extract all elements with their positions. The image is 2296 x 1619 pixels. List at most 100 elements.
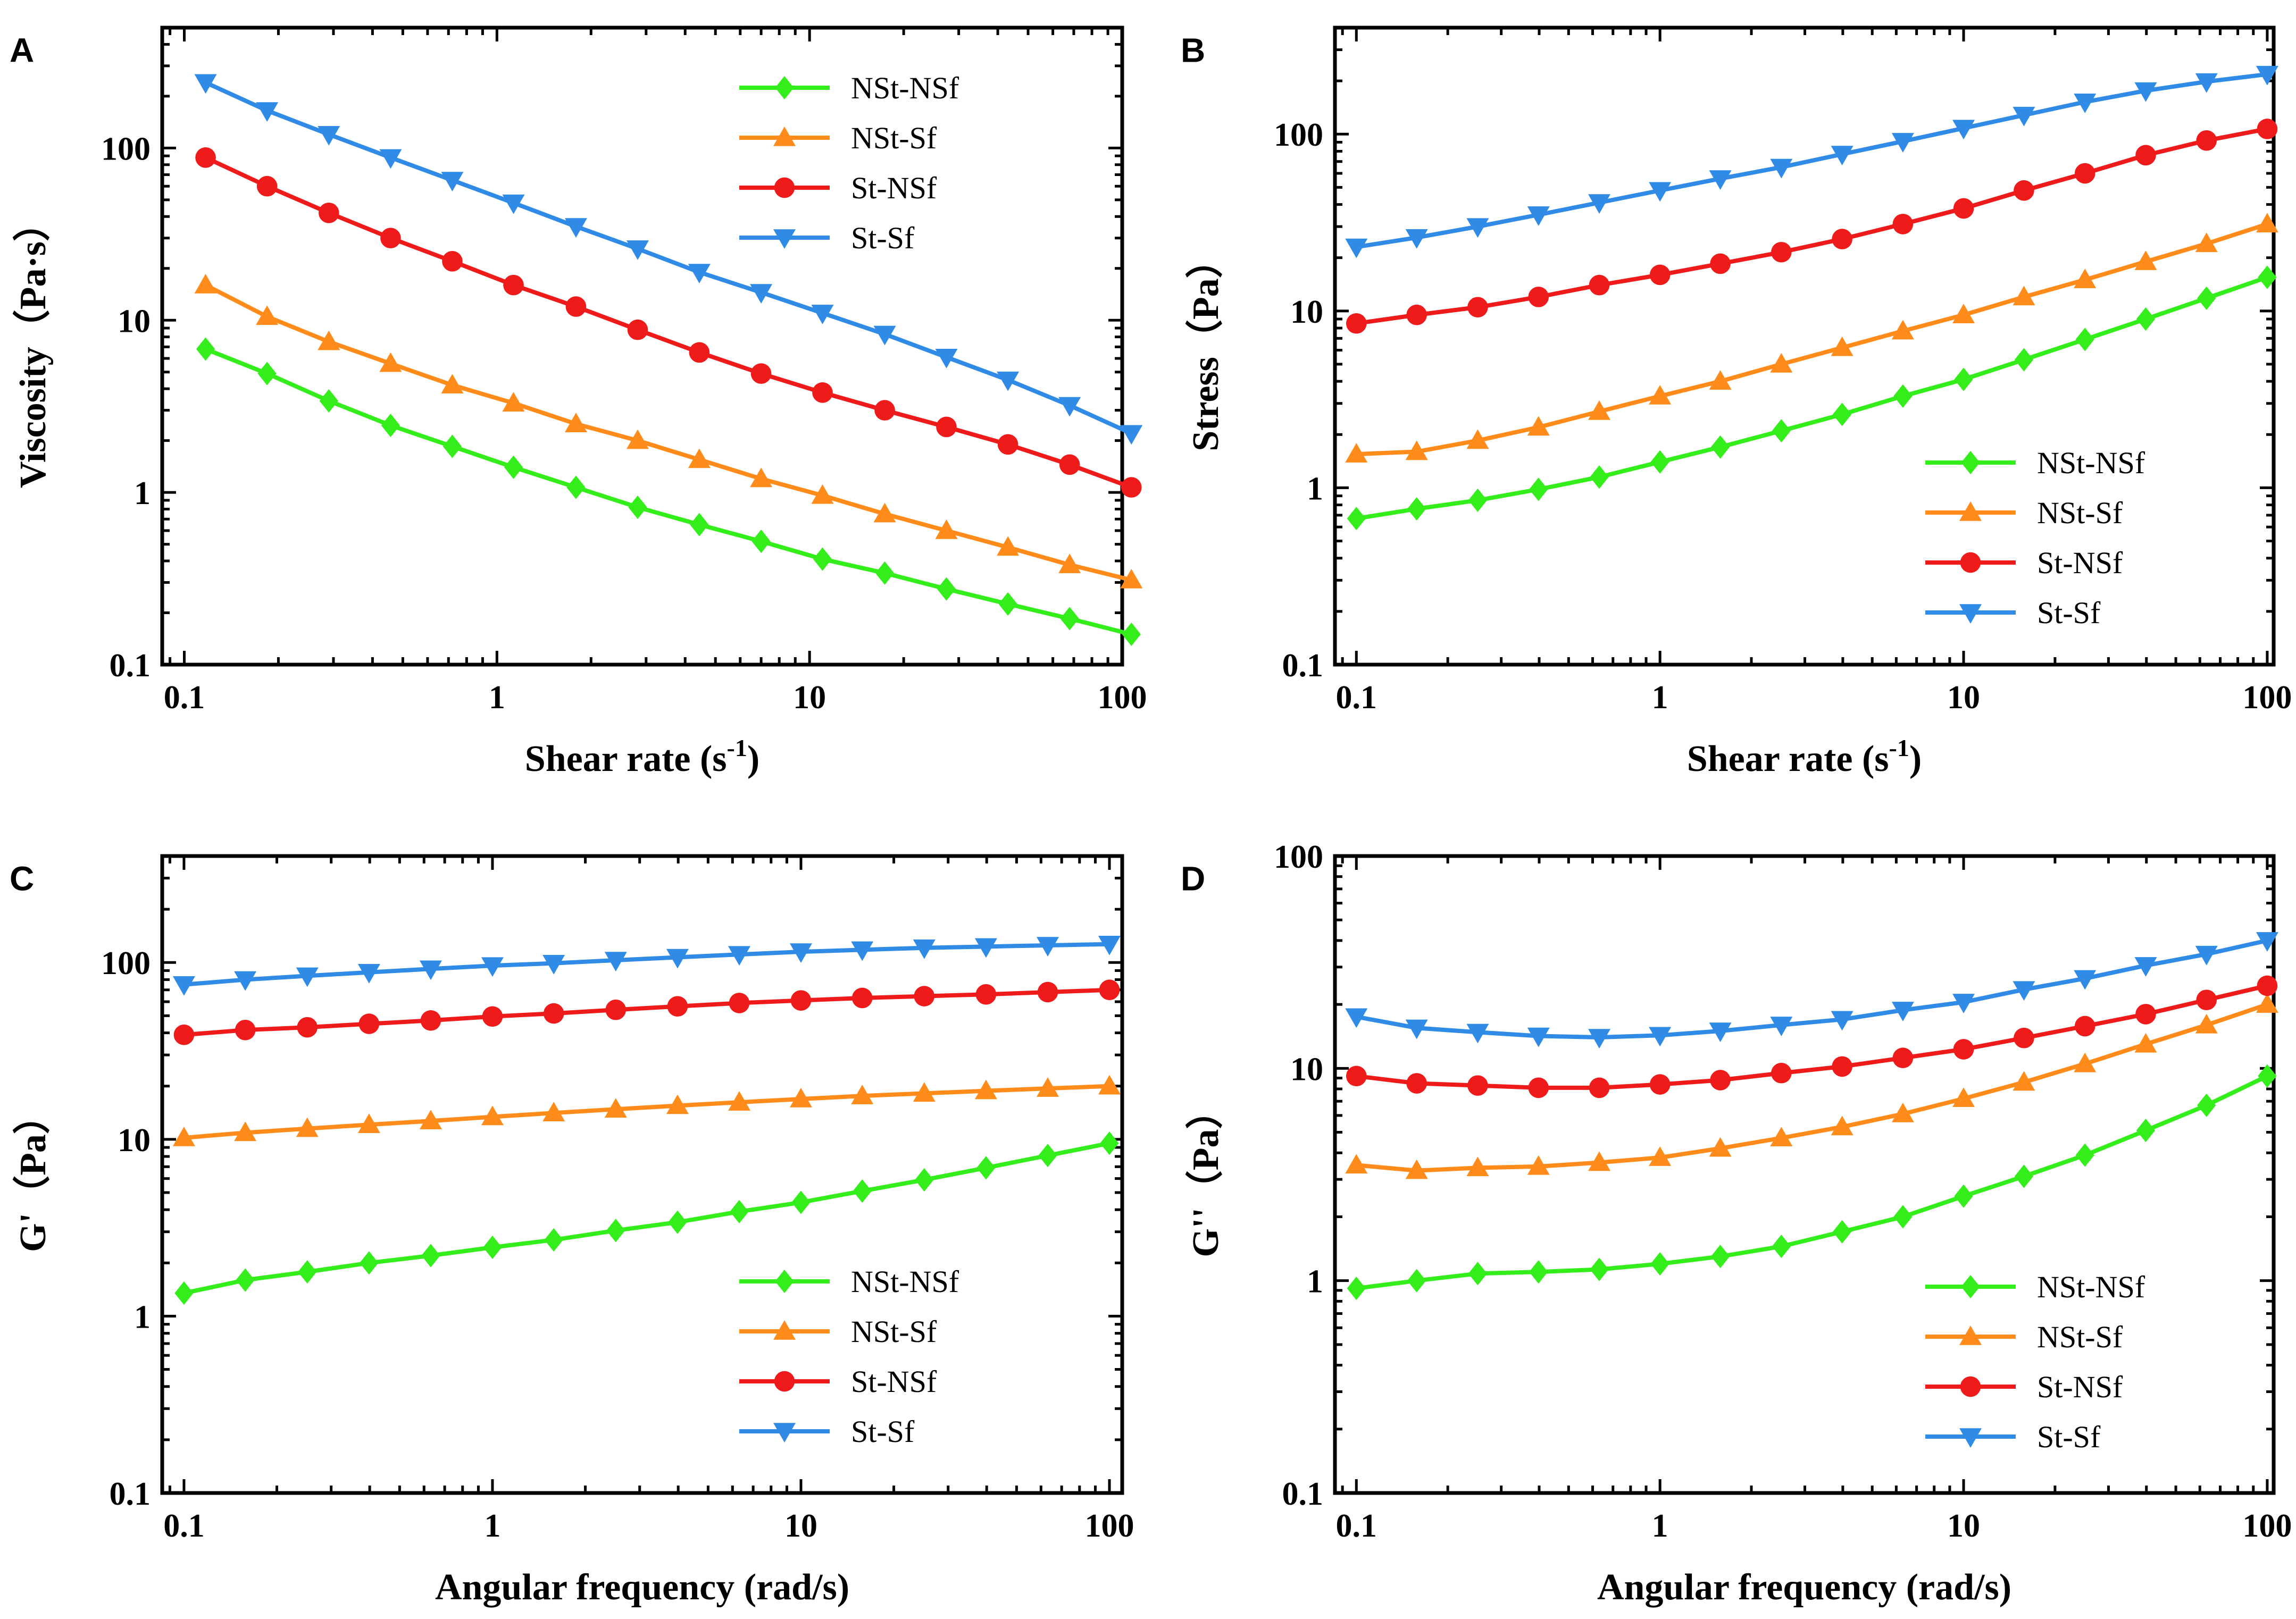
- data-point: [174, 1281, 194, 1305]
- data-point: [1892, 214, 1914, 234]
- data-point: [1405, 1019, 1428, 1039]
- series-line: [183, 942, 1110, 987]
- data-point: [1405, 440, 1428, 460]
- data-point: [482, 1006, 503, 1027]
- data-point: [481, 1105, 504, 1126]
- data-point: [318, 203, 339, 223]
- legend-label: NSt-NSf: [851, 1264, 959, 1299]
- legend-label: NSt-Sf: [851, 121, 937, 155]
- y-tick-label: 0.1: [110, 1476, 151, 1512]
- legend-label: St-NSf: [851, 171, 937, 205]
- data-point: [1954, 367, 1973, 391]
- data-point: [1038, 1144, 1057, 1168]
- data-point: [297, 1017, 318, 1038]
- data-point: [2074, 1052, 2097, 1072]
- data-point: [1831, 336, 1854, 356]
- y-tick-label: 1: [1307, 471, 1323, 507]
- data-point: [381, 414, 400, 438]
- data-point: [1527, 416, 1550, 436]
- legend-item: NSt-Sf: [1925, 1320, 2123, 1354]
- data-point: [1528, 1077, 1549, 1098]
- data-point: [851, 941, 874, 961]
- data-point: [542, 1102, 565, 1121]
- data-point: [2074, 1016, 2095, 1037]
- data-point: [564, 413, 587, 432]
- y-tick-label: 100: [1274, 117, 1323, 153]
- data-point: [1527, 1027, 1550, 1047]
- series-nst-sf: [172, 1075, 1121, 1146]
- series-line: [1356, 1002, 2268, 1173]
- x-tick-label: 10: [1947, 680, 1980, 716]
- plot-frame: [160, 26, 1124, 667]
- data-point: [1952, 304, 1975, 323]
- series-st-nsf: [1346, 119, 2278, 334]
- y-axis-label: G''（Pa）: [1185, 1092, 1226, 1257]
- panel-b: B 0.1 1 10 100 0.1 1 10 100 Shear rate (s-1) Stres…: [1181, 26, 2292, 779]
- data-point: [421, 1244, 440, 1268]
- data-point: [379, 149, 402, 169]
- data-point: [2075, 328, 2094, 351]
- x-axis-label: Shear rate (s-1): [525, 734, 759, 779]
- y-tick-label: 1: [1307, 1264, 1323, 1300]
- data-point: [419, 1110, 442, 1130]
- data-point: [319, 389, 338, 413]
- data-point: [1037, 1077, 1059, 1097]
- data-point: [1832, 1056, 1852, 1077]
- series-st-sf: [172, 935, 1121, 996]
- x-tick-label: 100: [1098, 680, 1147, 716]
- data-point: [442, 251, 463, 272]
- data-point: [2256, 993, 2278, 1013]
- legend-marker: [774, 1371, 795, 1392]
- data-point: [873, 502, 896, 523]
- data-point: [1649, 1027, 1672, 1047]
- data-point: [2074, 94, 2097, 113]
- data-point: [1650, 1252, 1669, 1276]
- data-point: [1891, 1103, 1914, 1122]
- data-point: [935, 349, 958, 368]
- panel-letter-b: B: [1181, 31, 1205, 69]
- data-point: [2013, 1071, 2035, 1091]
- series-line: [183, 1141, 1110, 1295]
- data-point: [1771, 241, 1792, 263]
- data-point: [1345, 238, 1368, 258]
- data-point: [728, 946, 750, 966]
- legend-marker: [773, 127, 796, 146]
- data-point: [666, 1094, 689, 1114]
- data-point: [750, 363, 772, 384]
- data-point: [2197, 1093, 2216, 1117]
- data-point: [1590, 465, 1609, 489]
- data-point: [1527, 206, 1550, 226]
- data-point: [750, 284, 773, 304]
- data-point: [1650, 450, 1669, 474]
- series-st-sf: [194, 74, 1143, 445]
- data-point: [628, 495, 647, 519]
- legend-item: St-Sf: [1925, 1420, 2101, 1454]
- series-line: [204, 283, 1132, 582]
- data-point: [2013, 981, 2035, 1001]
- data-point: [1346, 313, 1367, 334]
- data-point: [1466, 429, 1489, 449]
- data-point: [1893, 1205, 1913, 1229]
- data-point: [1832, 229, 1852, 249]
- data-point: [1037, 982, 1058, 1003]
- y-tick-label: 10: [118, 303, 151, 339]
- data-point: [1405, 229, 1428, 249]
- x-tick-label: 100: [1084, 1508, 1134, 1544]
- legend-marker: [1959, 1428, 1982, 1448]
- data-point: [379, 352, 402, 372]
- x-tick-label: 0.1: [163, 1508, 205, 1544]
- data-point: [1952, 1087, 1975, 1108]
- legend: NSt-NSf NSt-Sf St-NSf St-Sf: [739, 71, 959, 255]
- legend-label: St-Sf: [2037, 1420, 2101, 1454]
- data-point: [1120, 568, 1143, 589]
- data-point: [2135, 145, 2156, 166]
- data-point: [2014, 1027, 2034, 1048]
- x-tick-label: 1: [484, 1508, 500, 1544]
- legend-marker: [1960, 552, 1981, 573]
- legend-item: St-NSf: [1925, 1370, 2123, 1404]
- data-point: [1058, 397, 1081, 417]
- legend-label: NSt-Sf: [2037, 496, 2123, 530]
- data-point: [502, 392, 525, 412]
- data-point: [873, 325, 896, 346]
